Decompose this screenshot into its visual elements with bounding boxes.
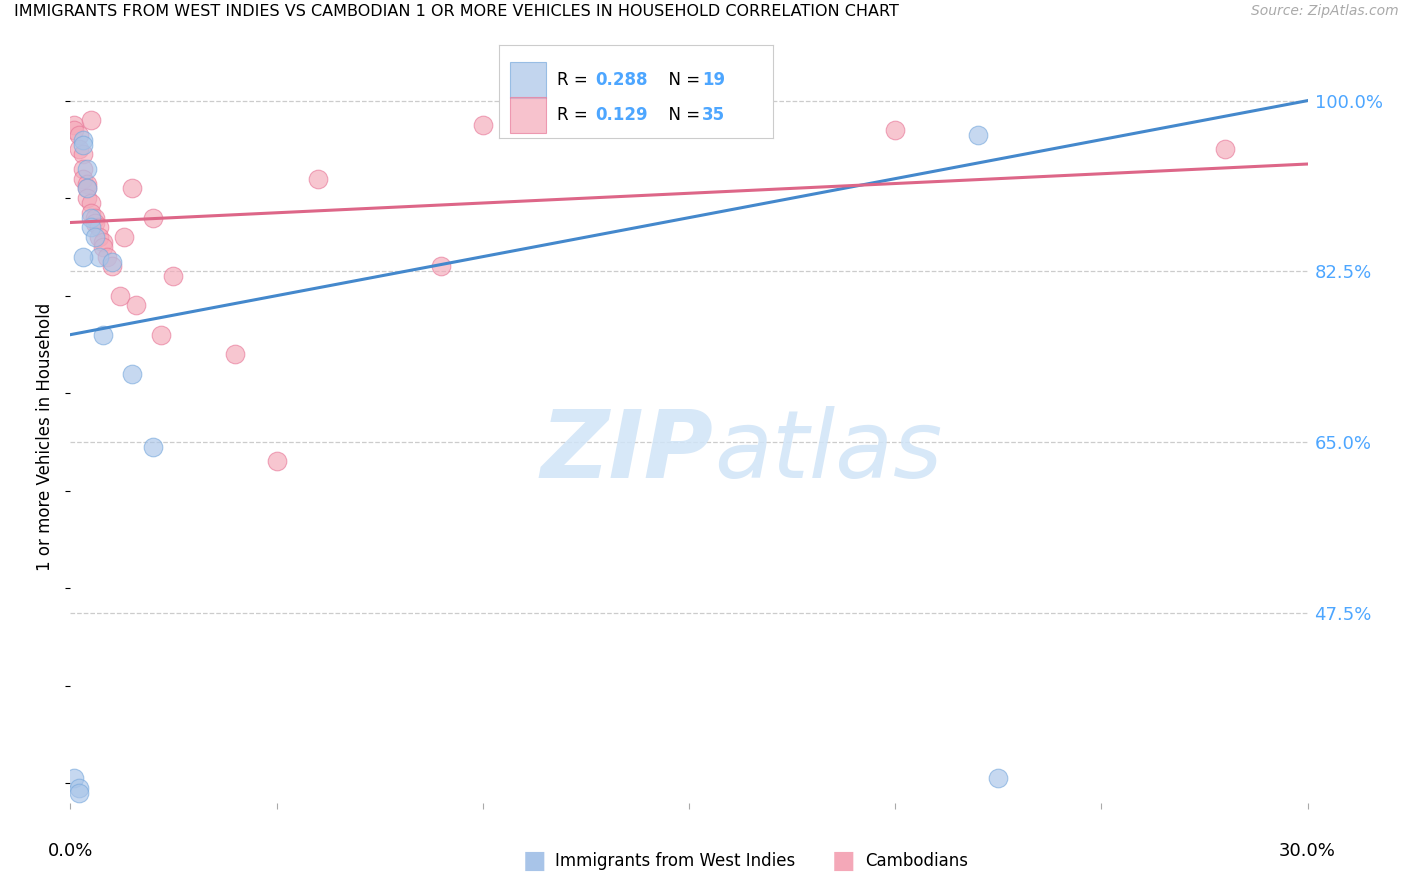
- Point: [84, 211, 107, 225]
- Text: 35: 35: [702, 106, 725, 124]
- Point: [63, 118, 86, 132]
- Point: [80, 113, 103, 128]
- Bar: [510, 62, 546, 98]
- Point: [884, 123, 907, 137]
- Point: [616, 118, 638, 132]
- Point: [72, 250, 94, 264]
- Point: [471, 118, 494, 132]
- Point: [72, 133, 94, 147]
- Text: R =: R =: [557, 106, 593, 124]
- Text: ■: ■: [832, 849, 855, 872]
- Text: R =: R =: [557, 71, 593, 89]
- Point: [67, 142, 90, 156]
- Point: [76, 181, 98, 195]
- Point: [266, 454, 288, 468]
- Point: [67, 786, 90, 800]
- Text: N =: N =: [658, 106, 706, 124]
- Point: [76, 177, 98, 191]
- Text: 19: 19: [702, 71, 725, 89]
- Point: [121, 367, 143, 381]
- Point: [72, 171, 94, 186]
- Point: [142, 211, 165, 225]
- Point: [72, 137, 94, 152]
- Text: IMMIGRANTS FROM WEST INDIES VS CAMBODIAN 1 OR MORE VEHICLES IN HOUSEHOLD CORRELA: IMMIGRANTS FROM WEST INDIES VS CAMBODIAN…: [14, 4, 898, 20]
- Point: [80, 220, 103, 235]
- Text: ■: ■: [523, 849, 546, 872]
- Text: Source: ZipAtlas.com: Source: ZipAtlas.com: [1251, 4, 1399, 19]
- Point: [67, 781, 90, 796]
- Point: [76, 181, 98, 195]
- Point: [150, 327, 173, 342]
- Text: Immigrants from West Indies: Immigrants from West Indies: [555, 852, 796, 870]
- Point: [430, 260, 453, 274]
- Text: 0.0%: 0.0%: [48, 842, 93, 860]
- Text: 0.288: 0.288: [595, 71, 648, 89]
- Point: [80, 206, 103, 220]
- Point: [91, 235, 114, 249]
- Y-axis label: 1 or more Vehicles in Household: 1 or more Vehicles in Household: [37, 303, 55, 571]
- Text: atlas: atlas: [714, 406, 942, 497]
- Point: [162, 269, 184, 284]
- Point: [125, 298, 148, 312]
- Point: [224, 347, 246, 361]
- Point: [84, 230, 107, 244]
- Point: [76, 191, 98, 205]
- Point: [63, 772, 86, 786]
- Point: [100, 260, 122, 274]
- Point: [307, 171, 329, 186]
- Text: Cambodians: Cambodians: [865, 852, 967, 870]
- Point: [80, 196, 103, 211]
- Text: N =: N =: [658, 71, 706, 89]
- Point: [112, 230, 135, 244]
- Bar: [510, 97, 546, 133]
- Point: [91, 240, 114, 254]
- Point: [72, 161, 94, 176]
- Point: [1213, 142, 1236, 156]
- Point: [91, 327, 114, 342]
- Text: ZIP: ZIP: [541, 406, 714, 498]
- Point: [67, 128, 90, 142]
- Point: [89, 250, 111, 264]
- Point: [89, 230, 111, 244]
- Point: [121, 181, 143, 195]
- Point: [987, 772, 1010, 786]
- Text: 30.0%: 30.0%: [1279, 842, 1336, 860]
- Point: [89, 220, 111, 235]
- Point: [80, 211, 103, 225]
- Text: 0.129: 0.129: [595, 106, 648, 124]
- Point: [76, 161, 98, 176]
- Point: [142, 440, 165, 454]
- Point: [108, 288, 131, 302]
- Point: [72, 147, 94, 161]
- Point: [63, 123, 86, 137]
- Point: [100, 254, 122, 268]
- Point: [84, 215, 107, 229]
- Point: [96, 250, 118, 264]
- Point: [966, 128, 988, 142]
